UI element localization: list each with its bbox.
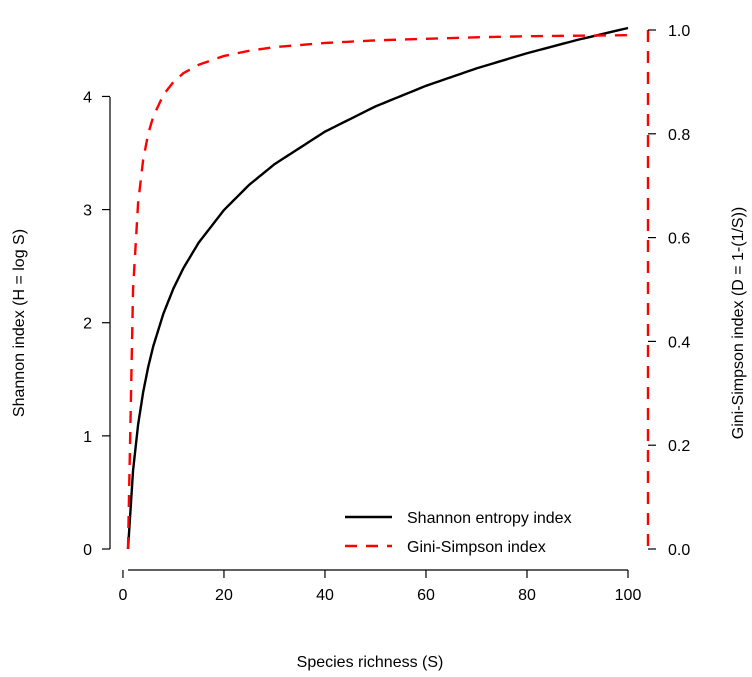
legend-label-shannon: Shannon entropy index (407, 510, 572, 527)
x-tick-label: 100 (615, 587, 642, 604)
series-line-gini-simpson (126, 33, 629, 550)
x-ticks: 0 20 40 60 80 100 (118, 570, 641, 604)
right-y-tick-label: 1.0 (668, 23, 690, 40)
left-y-tick-label: 1 (83, 429, 92, 446)
legend: Shannon entropy index Gini-Simpson index (345, 510, 572, 556)
right-y-ticks: 0.0 0.2 0.4 0.6 0.8 1.0 (648, 23, 690, 559)
x-tick-label: 80 (518, 587, 536, 604)
x-tick-label: 20 (215, 587, 233, 604)
right-y-tick-label: 0.6 (668, 231, 690, 248)
series-layer (126, 26, 629, 550)
x-tick-label: 40 (316, 587, 334, 604)
right-y-tick-label: 0.0 (668, 542, 690, 559)
x-tick-label: 60 (417, 587, 435, 604)
legend-label-gini-simpson: Gini-Simpson index (407, 539, 546, 556)
right-y-axis-title: Gini-Simpson index (D = 1-(1/S)) (730, 207, 747, 440)
left-y-axis-title: Shannon index (H = log S) (11, 229, 28, 417)
x-tick-label: 0 (118, 587, 127, 604)
right-y-tick-label: 0.2 (668, 438, 690, 455)
left-y-tick-label: 2 (83, 316, 92, 333)
right-y-tick-label: 0.4 (668, 334, 690, 351)
left-y-tick-label: 0 (83, 542, 92, 559)
right-y-tick-label: 0.8 (668, 127, 690, 144)
x-axis-title: Species richness (S) (297, 654, 444, 671)
left-y-ticks: 0 1 2 3 4 (83, 89, 110, 559)
series-line-shannon (126, 26, 629, 550)
left-y-tick-label: 4 (83, 89, 92, 106)
left-y-tick-label: 3 (83, 203, 92, 220)
